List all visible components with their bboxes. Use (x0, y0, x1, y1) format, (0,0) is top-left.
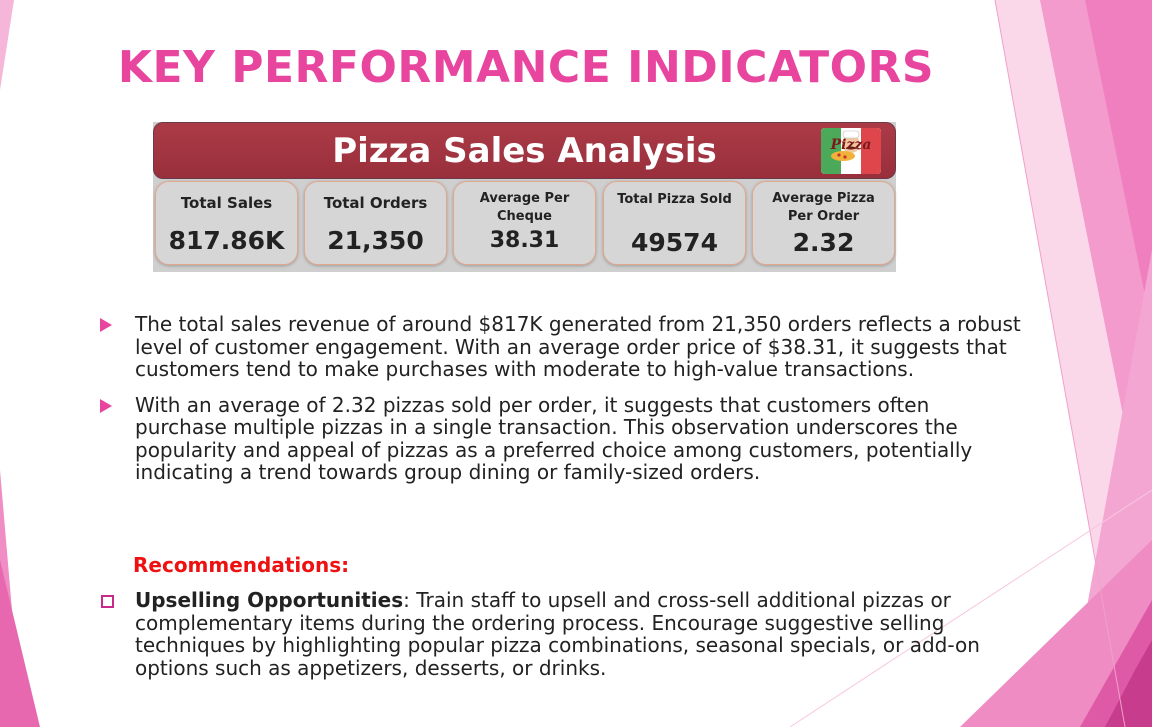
recommendation-title: Upselling Opportunities (135, 588, 404, 612)
bullet-text: The total sales revenue of around $817K … (135, 312, 1021, 381)
dashboard-image: Pizza Sales Analysis Pizza Total Sales 8… (153, 122, 896, 272)
logo-text: Pizza (830, 137, 872, 153)
kpi-label: Average Pizza Per Order (772, 191, 875, 224)
kpi-value: 38.31 (489, 228, 560, 253)
kpi-label: Total Orders (323, 194, 428, 212)
recommendations-heading: Recommendations: (133, 553, 350, 577)
kpi-card-average-per-cheque: Average Per Cheque 38.31 (453, 181, 596, 265)
kpi-cards: Total Sales 817.86K Total Orders 21,350 … (153, 180, 896, 270)
dashboard-banner: Pizza Sales Analysis Pizza (153, 122, 896, 179)
banner-title: Pizza Sales Analysis (332, 131, 717, 171)
recommendation-text: : Train staff to upsell and cross-sell a… (135, 588, 980, 680)
pizza-logo-icon: Pizza (821, 128, 881, 174)
bullet-text: With an average of 2.32 pizzas sold per … (135, 392, 973, 484)
insight-bullets: The total sales revenue of around $817K … (96, 313, 1026, 497)
bullet-item: The total sales revenue of around $817K … (96, 313, 1026, 381)
triangle-bullet-icon (100, 398, 112, 413)
kpi-card-average-pizza-per-order: Average Pizza Per Order 2.32 (752, 181, 895, 265)
kpi-value: 21,350 (327, 226, 424, 255)
kpi-card-total-pizza-sold: Total Pizza Sold 49574 (603, 181, 746, 265)
kpi-value: 817.86K (168, 226, 285, 255)
kpi-value: 2.32 (792, 228, 855, 257)
kpi-label: Total Pizza Sold (617, 192, 732, 207)
kpi-label: Average Per Cheque (479, 191, 570, 224)
bullet-item: With an average of 2.32 pizzas sold per … (96, 392, 1026, 484)
kpi-label: Total Sales (180, 194, 273, 212)
kpi-card-total-orders: Total Orders 21,350 (304, 181, 447, 265)
slide-title: KEY PERFORMANCE INDICATORS (117, 42, 935, 93)
triangle-bullet-icon (100, 318, 112, 332)
recommendation-item: Upselling Opportunities: Train staff to … (96, 589, 1026, 679)
kpi-card-total-sales: Total Sales 817.86K (155, 181, 298, 265)
kpi-value: 49574 (631, 228, 718, 257)
square-bullet-icon (101, 595, 114, 608)
